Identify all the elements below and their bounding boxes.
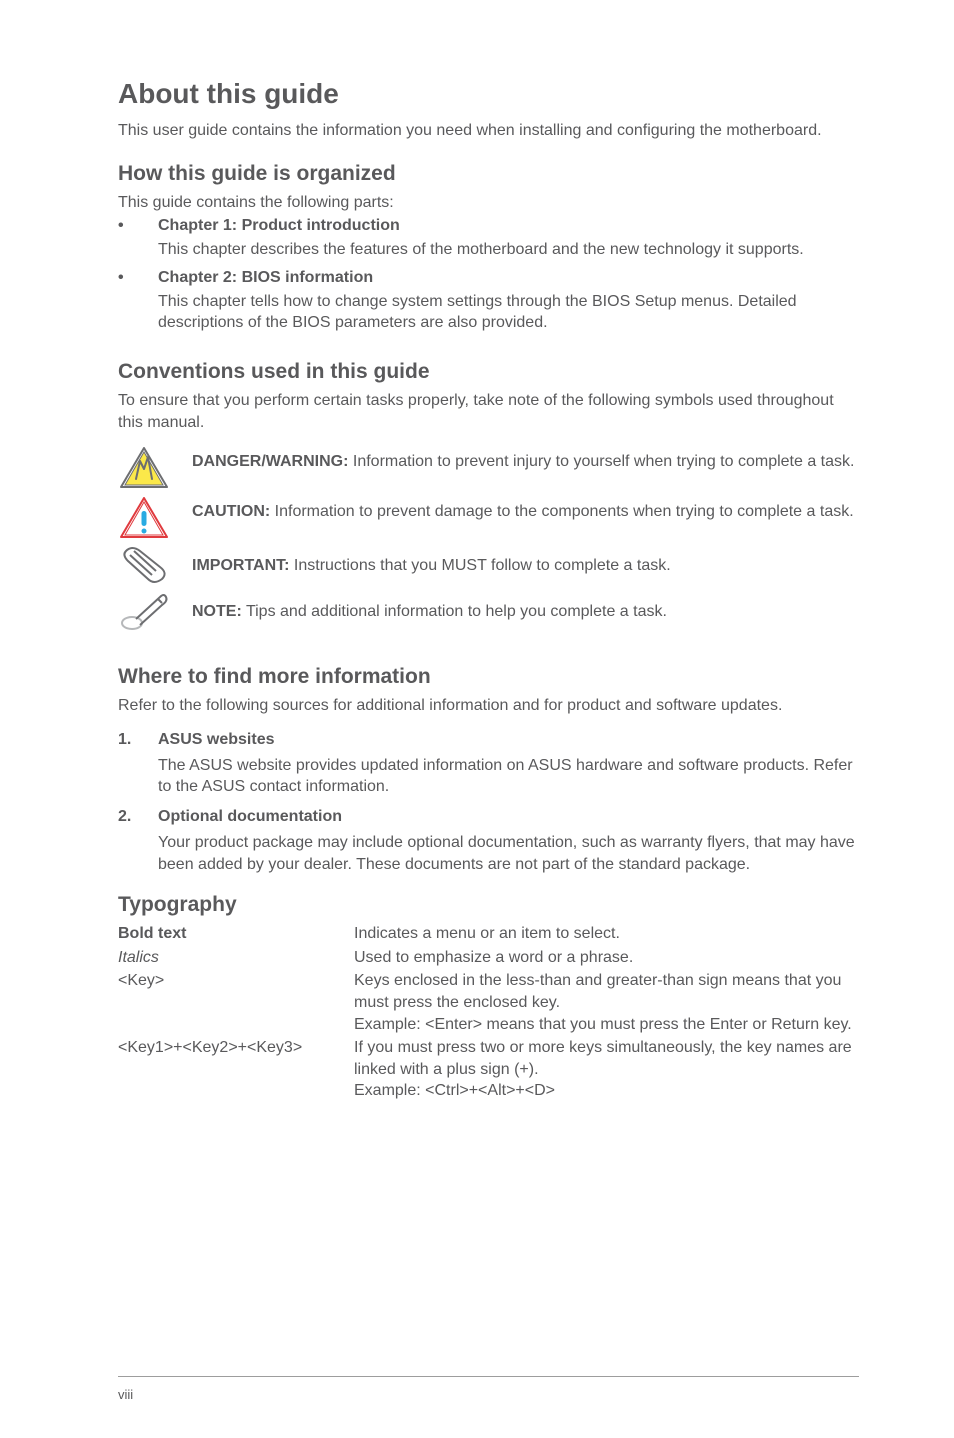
typo-row-bold: Bold text Indicates a menu or an item to…	[118, 923, 859, 945]
convention-important: IMPORTANT: Instructions that you MUST fo…	[118, 545, 859, 587]
typo-row-italics: Italics Used to emphasize a word or a ph…	[118, 947, 859, 969]
typo-def: Keys enclosed in the less-than and great…	[354, 972, 841, 1011]
typo-def-extra: Example: <Enter> means that you must pre…	[354, 1016, 852, 1033]
typo-def: Indicates a menu or an item to select.	[354, 923, 859, 945]
page-title: About this guide	[118, 78, 859, 110]
danger-label: DANGER/WARNING:	[192, 453, 348, 470]
important-icon	[118, 545, 170, 587]
caution-text: Information to prevent damage to the com…	[270, 503, 853, 520]
where-heading: Where to find more information	[118, 665, 859, 689]
typo-def: If you must press two or more keys simul…	[354, 1039, 852, 1078]
note-icon	[118, 591, 170, 633]
organized-heading: How this guide is organized	[118, 162, 859, 186]
caution-icon	[118, 495, 170, 541]
bullet-dot: •	[118, 269, 158, 287]
where-lead: Refer to the following sources for addit…	[118, 695, 859, 717]
bullet-title: Chapter 2: BIOS information	[158, 269, 373, 287]
convention-caution: CAUTION: Information to prevent damage t…	[118, 495, 859, 541]
bullet-body: This chapter describes the features of t…	[158, 239, 859, 261]
where-body: Your product package may include optiona…	[158, 832, 859, 875]
convention-danger: DANGER/WARNING: Information to prevent i…	[118, 445, 859, 491]
note-label: NOTE:	[192, 603, 242, 620]
page-number: viii	[118, 1387, 859, 1402]
where-num: 2.	[118, 808, 158, 826]
bullet-chapter-1: • Chapter 1: Product introduction This c…	[118, 217, 859, 261]
note-text: Tips and additional information to help …	[242, 603, 667, 620]
typo-def: Used to emphasize a word or a phrase.	[354, 947, 859, 969]
typo-term: <Key>	[118, 972, 164, 989]
typo-row-key: <Key> Keys enclosed in the less-than and…	[118, 970, 859, 1035]
where-body: The ASUS website provides updated inform…	[158, 755, 859, 798]
page-footer: viii	[0, 1376, 954, 1402]
important-label: IMPORTANT:	[192, 557, 289, 574]
where-title: ASUS websites	[158, 731, 274, 749]
page-content: About this guide This user guide contain…	[0, 0, 954, 1102]
typo-def-extra: Example: <Ctrl>+<Alt>+<D>	[354, 1082, 555, 1099]
where-num: 1.	[118, 731, 158, 749]
conventions-heading: Conventions used in this guide	[118, 360, 859, 384]
important-text: Instructions that you MUST follow to com…	[289, 557, 670, 574]
footer-rule	[118, 1376, 859, 1377]
typo-row-keycombo: <Key1>+<Key2>+<Key3> If you must press t…	[118, 1037, 859, 1102]
convention-note: NOTE: Tips and additional information to…	[118, 591, 859, 633]
typo-term: <Key1>+<Key2>+<Key3>	[118, 1039, 302, 1056]
conventions-lead: To ensure that you perform certain tasks…	[118, 390, 859, 433]
typo-term: Italics	[118, 949, 159, 966]
intro-paragraph: This user guide contains the information…	[118, 120, 859, 142]
where-title: Optional documentation	[158, 808, 342, 826]
typography-heading: Typography	[118, 893, 859, 917]
bullet-dot: •	[118, 217, 158, 235]
bullet-body: This chapter tells how to change system …	[158, 291, 859, 334]
organized-lead: This guide contains the following parts:	[118, 192, 859, 214]
typo-term: Bold text	[118, 925, 186, 942]
danger-icon	[118, 445, 170, 491]
danger-text: Information to prevent injury to yoursel…	[348, 453, 854, 470]
bullet-chapter-2: • Chapter 2: BIOS information This chapt…	[118, 269, 859, 334]
where-item-1: 1. ASUS websites The ASUS website provid…	[118, 731, 859, 798]
where-item-2: 2. Optional documentation Your product p…	[118, 808, 859, 875]
bullet-title: Chapter 1: Product introduction	[158, 217, 400, 235]
caution-label: CAUTION:	[192, 503, 270, 520]
